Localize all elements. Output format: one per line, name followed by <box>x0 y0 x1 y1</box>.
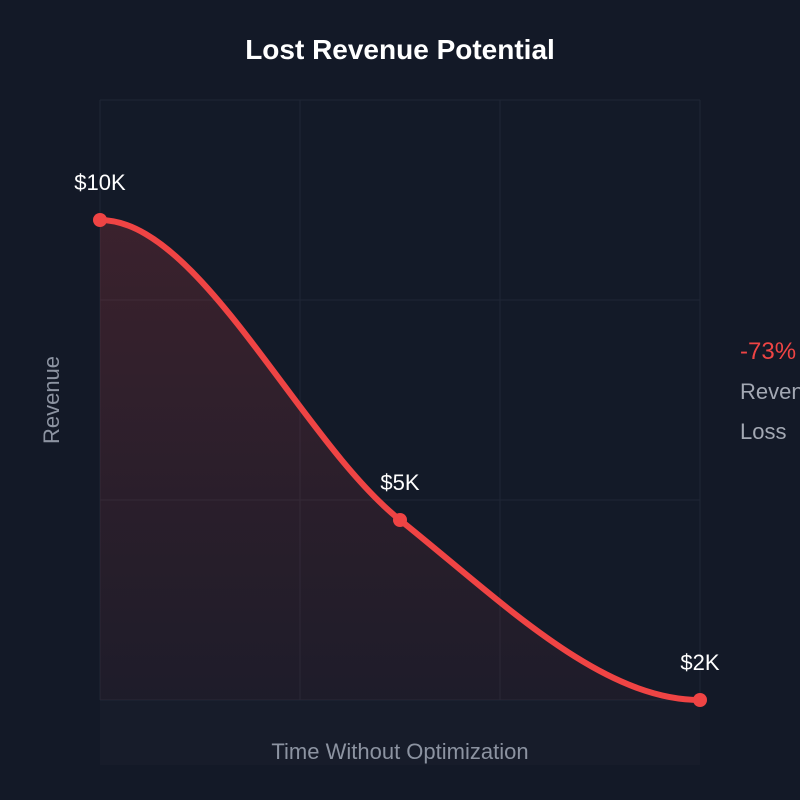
y-axis-label: Revenue <box>39 356 64 444</box>
data-label: $10K <box>74 170 126 195</box>
data-point[interactable] <box>693 693 707 707</box>
chart-title: Lost Revenue Potential <box>245 34 555 65</box>
x-axis-band <box>100 700 700 765</box>
loss-percentage: -73% <box>740 338 796 365</box>
data-label: $5K <box>380 470 419 495</box>
point-layer <box>93 213 707 707</box>
label-layer: $10K $5K $2K <box>74 170 720 675</box>
data-point[interactable] <box>93 213 107 227</box>
x-axis-label: Time Without Optimization <box>271 739 528 764</box>
data-point[interactable] <box>393 513 407 527</box>
loss-label-line1: Revenue <box>740 379 800 404</box>
data-label: $2K <box>680 650 719 675</box>
loss-label-line2: Loss <box>740 419 786 444</box>
